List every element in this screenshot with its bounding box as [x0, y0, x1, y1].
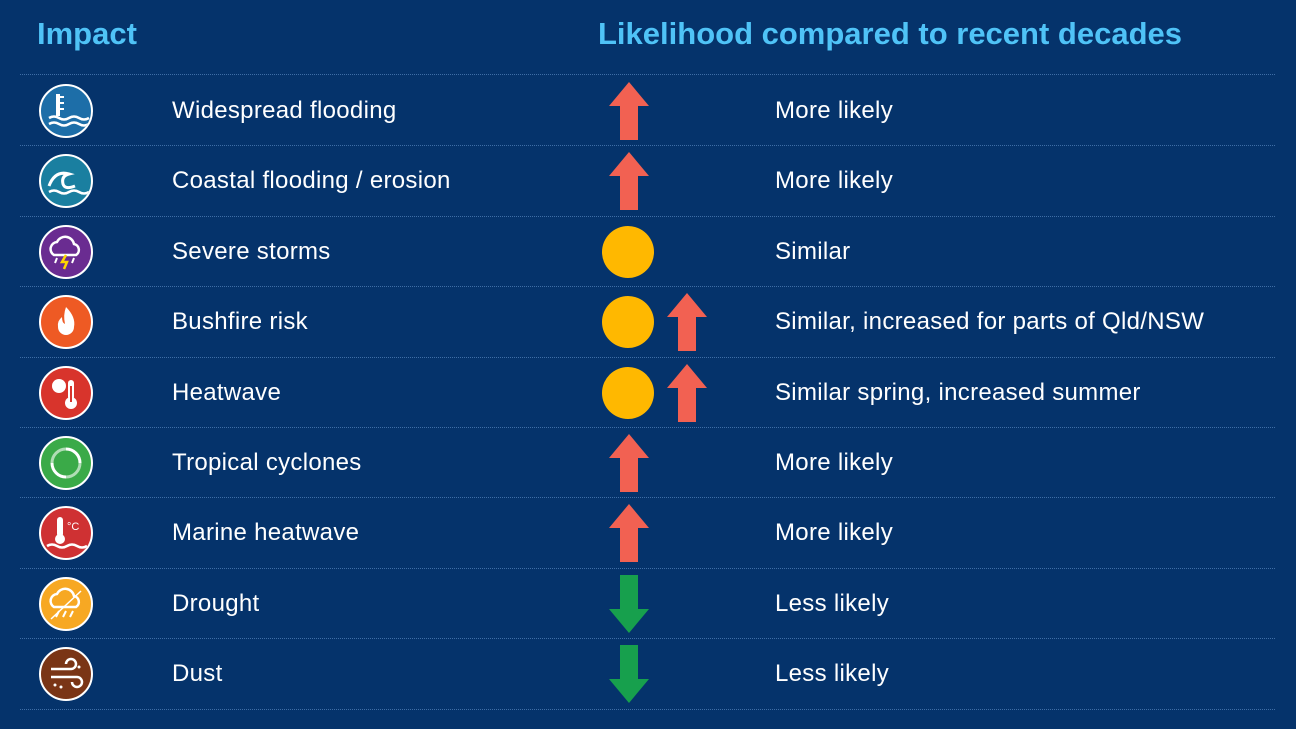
cyclone-icon — [39, 436, 93, 490]
impact-label: Marine heatwave — [172, 519, 360, 547]
impact-header: Impact — [37, 16, 137, 51]
table-row: Bushfire risk Similar, increased for part… — [0, 287, 1296, 357]
likelihood-label: Similar, increased for parts of Qld/NSW — [775, 308, 1205, 336]
down-arrow-icon — [609, 574, 649, 638]
up-arrow-icon — [609, 434, 649, 497]
table-row: °C Marine heatwave More likely — [0, 498, 1296, 568]
row-divider — [20, 497, 1275, 499]
table-row: Widespread flooding More likely — [0, 76, 1296, 146]
table-row: Drought Less likely — [0, 569, 1296, 639]
likelihood-label: More likely — [775, 449, 893, 476]
similar-circle-icon — [602, 296, 654, 353]
svg-text:°C: °C — [67, 521, 79, 533]
table-row: Dust Less likely — [0, 639, 1296, 709]
up-arrow-icon — [667, 293, 707, 356]
row-divider — [20, 286, 1275, 288]
impact-label: Severe storms — [172, 237, 331, 265]
row-divider — [20, 708, 1275, 710]
row-divider — [20, 356, 1275, 358]
thermometer-sun-icon — [39, 365, 93, 420]
flood-gauge-icon — [39, 84, 93, 138]
table-row: Severe storms Similar — [0, 217, 1296, 287]
row-divider — [20, 74, 1275, 75]
up-arrow-icon — [609, 504, 649, 567]
down-arrow-icon — [609, 645, 649, 708]
impact-label: Tropical cyclones — [172, 449, 362, 476]
likelihood-label: Similar spring, increased summer — [775, 378, 1141, 406]
flame-icon — [39, 295, 93, 350]
likelihood-label: More likely — [775, 167, 893, 195]
wave-icon — [39, 154, 93, 209]
up-arrow-icon — [667, 363, 707, 427]
up-arrow-icon — [609, 82, 649, 145]
marine-thermometer-icon: °C — [39, 506, 93, 561]
impact-label: Coastal flooding / erosion — [172, 167, 451, 195]
row-divider — [20, 638, 1275, 640]
up-arrow-icon — [609, 152, 649, 215]
impact-label: Heatwave — [172, 378, 282, 406]
table-row: Coastal flooding / erosion More likely — [0, 146, 1296, 216]
row-divider — [20, 145, 1275, 147]
similar-circle-icon — [602, 366, 654, 424]
likelihood-label: Similar — [775, 237, 851, 265]
likelihood-label: More likely — [775, 519, 893, 547]
drought-cloud-icon — [39, 576, 93, 631]
likelihood-label: Less likely — [775, 660, 890, 688]
likelihood-label: More likely — [775, 97, 893, 124]
table-row: Tropical cyclones More likely — [0, 428, 1296, 498]
row-divider — [20, 215, 1275, 217]
table-row: Heatwave Similar spring, increased summer — [0, 358, 1296, 428]
impact-label: Bushfire risk — [172, 308, 308, 336]
storm-cloud-icon — [39, 224, 93, 279]
row-divider — [20, 567, 1275, 569]
impact-label: Widespread flooding — [172, 97, 397, 124]
likelihood-header: Likelihood compared to recent decades — [598, 16, 1182, 51]
similar-circle-icon — [602, 225, 654, 283]
impact-label: Drought — [172, 589, 260, 617]
dust-wind-icon — [39, 647, 93, 702]
likelihood-label: Less likely — [775, 589, 890, 617]
impact-label: Dust — [172, 660, 223, 688]
row-divider — [20, 427, 1275, 428]
